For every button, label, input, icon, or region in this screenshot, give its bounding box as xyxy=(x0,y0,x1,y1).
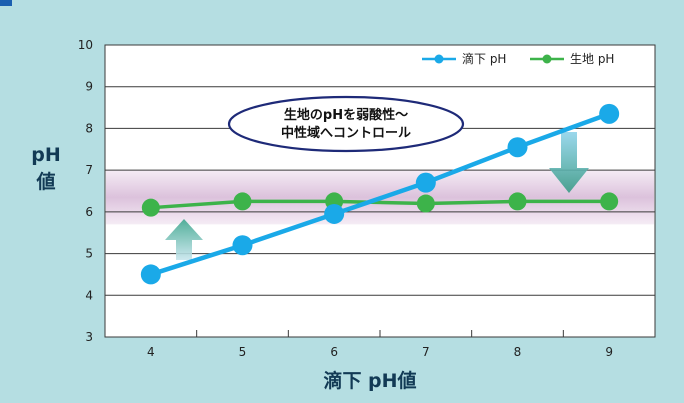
series-1-point-1 xyxy=(233,192,252,211)
series-0-point-0 xyxy=(140,264,161,285)
y-tick-labels: 3 4 5 6 7 8 9 10 xyxy=(78,38,93,344)
y-tick-3: 3 xyxy=(85,330,93,344)
series-1-point-5 xyxy=(600,192,619,211)
x-tick-7: 7 xyxy=(422,345,430,359)
down-arrow xyxy=(549,132,589,193)
annotation-text: 生地のpHを弱酸性〜中性域へコントロール xyxy=(281,107,411,141)
legend-marker-1 xyxy=(542,54,552,64)
x-axis-title: 滴下 pH値 xyxy=(323,370,417,392)
annotation-line-1: 中性域へコントロール xyxy=(281,125,411,141)
y-tick-10: 10 xyxy=(78,38,93,52)
legend-label-1: 生地 pH xyxy=(570,52,614,66)
x-tick-6: 6 xyxy=(330,345,338,359)
y-tick-9: 9 xyxy=(85,80,93,94)
legend-marker-0 xyxy=(434,54,444,64)
series-0-point-3 xyxy=(415,172,436,193)
series-0-point-2 xyxy=(324,203,345,224)
series-group xyxy=(140,103,620,285)
x-tick-8: 8 xyxy=(514,345,522,359)
y-tick-6: 6 xyxy=(85,205,93,219)
series-1-point-0 xyxy=(141,198,160,217)
series-line-0 xyxy=(150,111,610,277)
y-tick-5: 5 xyxy=(85,247,93,261)
series-0-point-4 xyxy=(507,137,528,158)
y-axis-title: pH 値 xyxy=(31,144,61,193)
annotation-line-0: 生地のpHを弱酸性〜 xyxy=(284,107,408,123)
x-tick-4: 4 xyxy=(147,345,155,359)
series-1-point-3 xyxy=(416,194,435,213)
series-0-point-5 xyxy=(599,103,620,124)
y-tick-7: 7 xyxy=(85,163,93,177)
legend: 滴下 pH 生地 pH xyxy=(422,51,614,66)
y-tick-8: 8 xyxy=(85,121,93,135)
up-arrow xyxy=(165,219,203,260)
series-0-point-1 xyxy=(232,235,253,256)
y-tick-4: 4 xyxy=(85,288,93,302)
annotation-bubble xyxy=(227,95,465,153)
x-tick-5: 5 xyxy=(239,345,247,359)
corner-mark xyxy=(0,0,12,6)
x-tick-9: 9 xyxy=(605,345,613,359)
legend-label-0: 滴下 pH xyxy=(462,51,506,66)
x-tick-labels: 4 5 6 7 8 9 xyxy=(147,330,613,359)
series-1-point-4 xyxy=(508,192,527,211)
series-line-1 xyxy=(150,199,610,210)
